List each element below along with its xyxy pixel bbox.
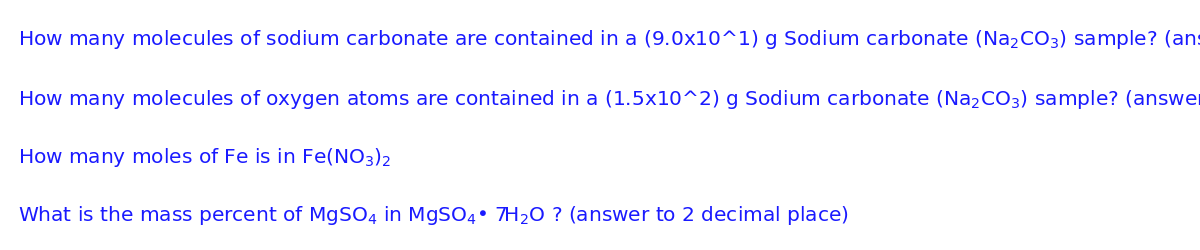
Text: How many molecules of sodium carbonate are contained in a (9.0x10^1) g Sodium ca: How many molecules of sodium carbonate a… (18, 28, 1200, 51)
Text: How many moles of Fe is in Fe(NO$_3$)$_2$: How many moles of Fe is in Fe(NO$_3$)$_2… (18, 146, 391, 169)
Text: What is the mass percent of MgSO$_4$ in MgSO$_4$• 7H$_2$O ? (answer to 2 decimal: What is the mass percent of MgSO$_4$ in … (18, 203, 848, 226)
Text: How many molecules of oxygen atoms are contained in a (1.5x10^2) g Sodium carbon: How many molecules of oxygen atoms are c… (18, 88, 1200, 111)
